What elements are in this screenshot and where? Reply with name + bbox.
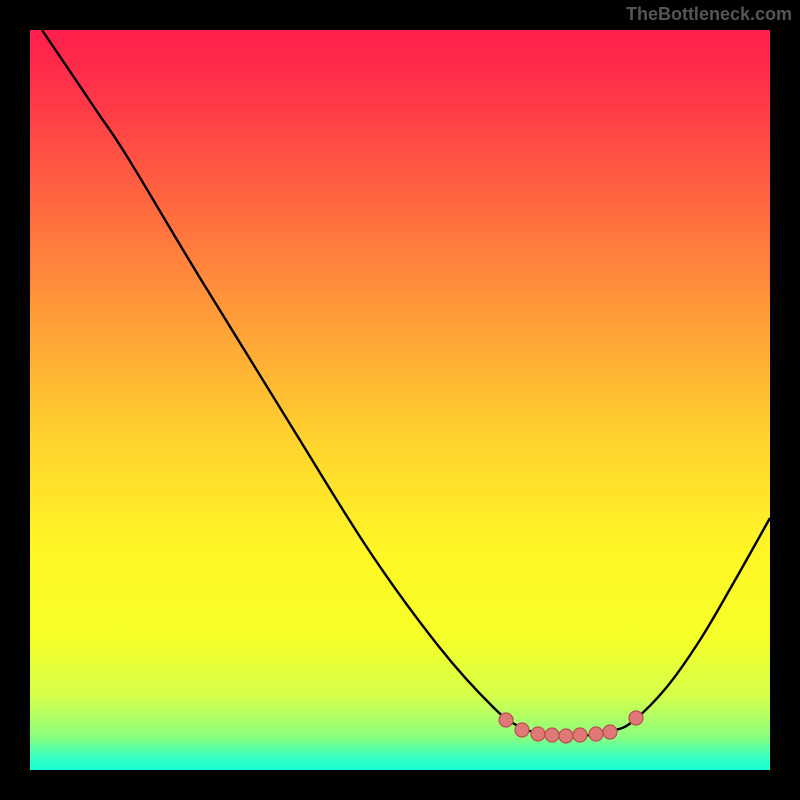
marker-dot (629, 711, 643, 725)
marker-dot (515, 723, 529, 737)
watermark: TheBottleneck.com (626, 4, 792, 25)
marker-dot (603, 725, 617, 739)
marker-dot (545, 728, 559, 742)
chart-curve-layer (30, 30, 770, 770)
bottleneck-curve (42, 30, 770, 735)
marker-dot (559, 729, 573, 743)
marker-dot (531, 727, 545, 741)
marker-dot (589, 727, 603, 741)
marker-dot (573, 728, 587, 742)
chart-plot-area (30, 30, 770, 770)
marker-dot (499, 713, 513, 727)
